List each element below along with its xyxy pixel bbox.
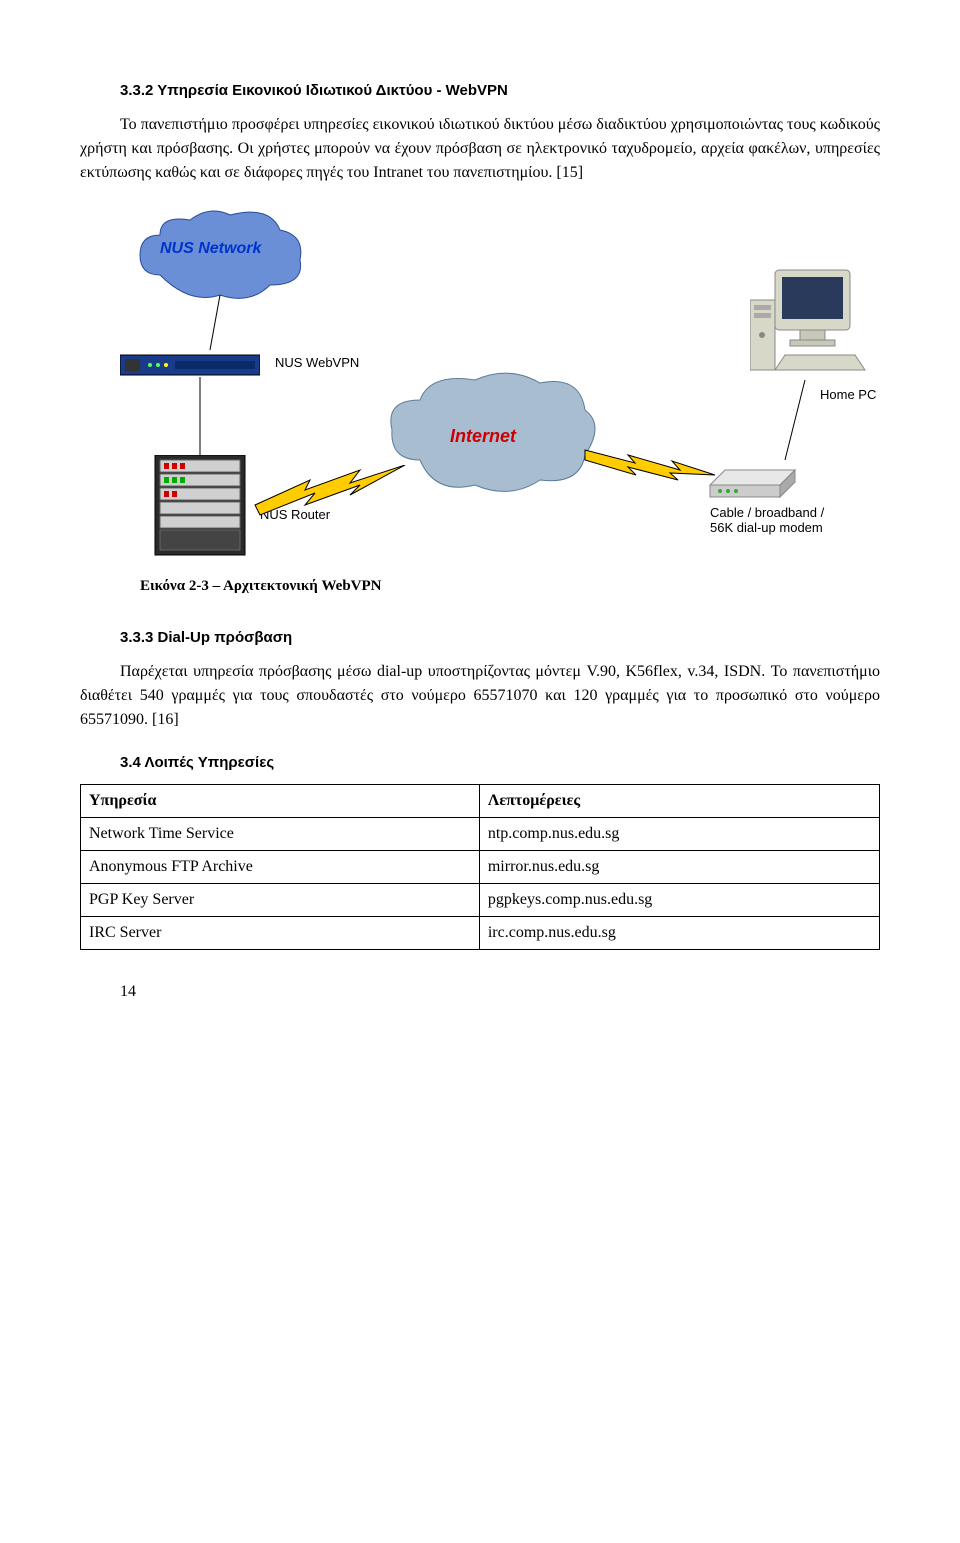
td-service: IRC Server [81,917,480,950]
label-nus-network: NUS Network [160,237,261,261]
bolt-router-internet [250,465,410,525]
device-home-pc [750,265,870,385]
heading-333: 3.3.3 Dial-Up πρόσβαση [120,627,880,650]
td-service: Anonymous FTP Archive [81,851,480,884]
td-details: irc.comp.nus.edu.sg [479,917,879,950]
table-row: IRC Server irc.comp.nus.edu.sg [81,917,880,950]
diagram-webvpn: NUS Network NUS WebVPN [100,205,900,565]
th-details: Λεπτομέρειες [479,785,879,818]
label-nus-webvpn: NUS WebVPN [275,353,359,373]
para-333: Παρέχεται υπηρεσία πρόσβασης μέσω dial-u… [80,660,880,732]
device-modem [700,455,800,505]
table-row: Anonymous FTP Archive mirror.nus.edu.sg [81,851,880,884]
table-row: Network Time Service ntp.comp.nus.edu.sg [81,818,880,851]
table-row: PGP Key Server pgpkeys.comp.nus.edu.sg [81,884,880,917]
figure-caption: Εικόνα 2-3 – Αρχιτεκτονική WebVPN [140,575,880,598]
page-number: 14 [120,980,880,1004]
label-internet: Internet [450,423,516,450]
bolt-internet-modem [580,445,720,495]
th-service: Υπηρεσία [81,785,480,818]
device-webvpn-appliance [120,350,260,380]
services-table: Υπηρεσία Λεπτομέρειες Network Time Servi… [80,784,880,950]
td-details: mirror.nus.edu.sg [479,851,879,884]
line-nus-to-webvpn [200,295,240,355]
heading-34: 3.4 Λοιπές Υπηρεσίες [120,752,880,775]
para-332: Το πανεπιστήμιο προσφέρει υπηρεσίες εικο… [80,113,880,185]
td-details: ntp.comp.nus.edu.sg [479,818,879,851]
label-modem: Cable / broadband / 56K dial-up modem [710,505,830,536]
table-header-row: Υπηρεσία Λεπτομέρειες [81,785,880,818]
td-service: PGP Key Server [81,884,480,917]
td-details: pgpkeys.comp.nus.edu.sg [479,884,879,917]
device-nus-router [150,455,250,565]
line-webvpn-to-router [190,377,210,457]
line-modem-to-pc [780,380,820,460]
figure-webvpn: NUS Network NUS WebVPN [80,205,880,598]
label-home-pc: Home PC [820,385,876,405]
td-service: Network Time Service [81,818,480,851]
heading-332: 3.3.2 Υπηρεσία Εικονικού Ιδιωτικού Δικτύ… [120,80,880,103]
